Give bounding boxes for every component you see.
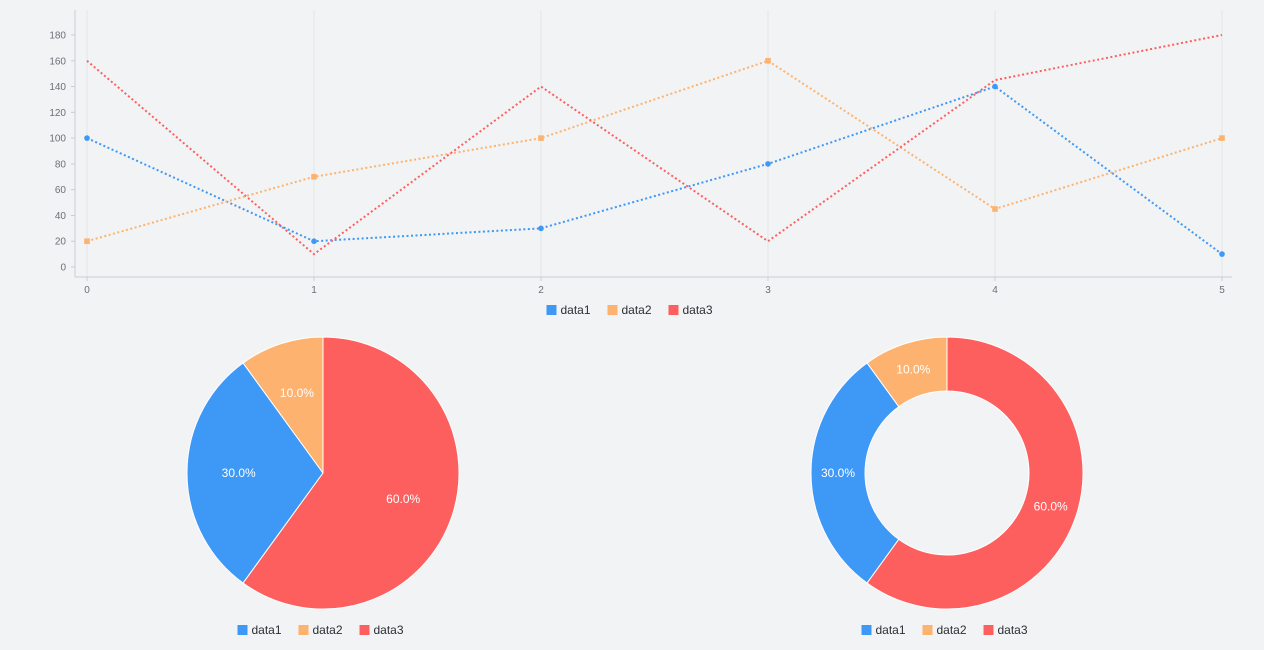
data-point-data1[interactable] [765,161,771,167]
legend-label-data3: data3 [683,303,713,317]
legend-label-data1: data1 [876,623,906,637]
legend-item-data3[interactable]: data3 [983,623,1028,637]
y-tick-label: 80 [55,159,67,170]
y-tick-label: 60 [55,185,67,196]
donut-slice-data1[interactable] [810,362,900,584]
legend-item-data1[interactable]: data1 [546,303,591,317]
data-point-data1[interactable] [1219,251,1225,257]
x-tick-label: 0 [84,285,90,296]
x-tick-label: 1 [311,285,317,296]
legend-label-data3: data3 [998,623,1028,637]
slice-label-data1: 30.0% [222,466,256,480]
legend-label-data1: data1 [252,623,282,637]
y-tick-label: 180 [49,31,66,42]
legend-swatch-data2 [922,625,933,635]
data-point-data2[interactable] [992,206,998,212]
pie-chart: 30.0% 10.0% 60.0% data1 data2 data3 [186,336,460,637]
x-tick-label: 5 [1219,285,1225,296]
slice-label-data2: 10.0% [280,386,314,400]
data-point-data2[interactable] [84,238,90,245]
series-data3[interactable] [86,34,1223,256]
x-tick-label: 4 [992,285,998,296]
y-tick-label: 0 [60,263,66,274]
legend-swatch-data1 [861,625,872,635]
legend-item-data1[interactable]: data1 [861,623,906,637]
legend-item-data3[interactable]: data3 [668,303,713,317]
x-tick-label: 3 [765,285,771,296]
legend-swatch-data3 [983,625,994,635]
data-point-data2[interactable] [1219,135,1225,141]
slice-label-data3: 60.0% [1034,500,1068,514]
slice-label-data1: 30.0% [821,466,855,480]
legend-swatch-data2 [298,625,309,635]
x-tick-label: 2 [538,285,544,296]
legend-swatch-data1 [237,625,248,635]
pie-slice-data3[interactable] [242,336,460,610]
y-tick-label: 160 [49,56,66,67]
legend-item-data2[interactable]: data2 [607,303,652,317]
series-data2[interactable] [84,57,1225,245]
data-point-data2[interactable] [538,135,544,141]
slice-label-data3: 60.0% [386,492,420,506]
legend-item-data2[interactable]: data2 [298,623,343,637]
legend-label-data1: data1 [561,303,591,317]
data-point-data1[interactable] [311,238,317,245]
y-tick-label: 40 [55,211,67,222]
legend-item-data2[interactable]: data2 [922,623,967,637]
series-line-data1[interactable] [86,85,1223,255]
series-line-data2[interactable] [86,59,1223,243]
y-tick-label: 100 [49,134,66,145]
legend-label-data2: data2 [622,303,652,317]
slice-label-data2: 10.0% [896,362,930,376]
legend-swatch-data3 [359,625,370,635]
y-tick-label: 120 [49,108,66,119]
y-tick-label: 140 [49,82,66,93]
data-point-data2[interactable] [765,57,771,64]
legend-swatch-data1 [546,305,557,315]
legend-label-data2: data2 [313,623,343,637]
data-point-data1[interactable] [84,135,90,141]
legend-label-data2: data2 [937,623,967,637]
data-point-data1[interactable] [538,225,544,232]
pie-slice-data1[interactable] [186,362,324,584]
series-line-data3[interactable] [86,34,1223,256]
series-data1[interactable] [84,83,1225,257]
data-point-data1[interactable] [992,83,998,90]
legend-item-data3[interactable]: data3 [359,623,404,637]
legend-swatch-data2 [607,305,618,315]
donut-slice-data3[interactable] [866,336,1084,610]
legend-item-data1[interactable]: data1 [237,623,282,637]
legend-swatch-data3 [668,305,679,315]
donut-chart: 30.0% 10.0% 60.0% data1 data2 data3 [810,336,1084,637]
data-point-data2[interactable] [311,173,317,180]
pie-slice-data2[interactable] [242,336,324,475]
line-chart: 0 20 40 60 80 100 120 140 160 180 0 1 2 3 4 5 data1 data2… [49,10,1232,317]
legend-label-data3: data3 [374,623,404,637]
y-tick-label: 20 [55,237,67,248]
